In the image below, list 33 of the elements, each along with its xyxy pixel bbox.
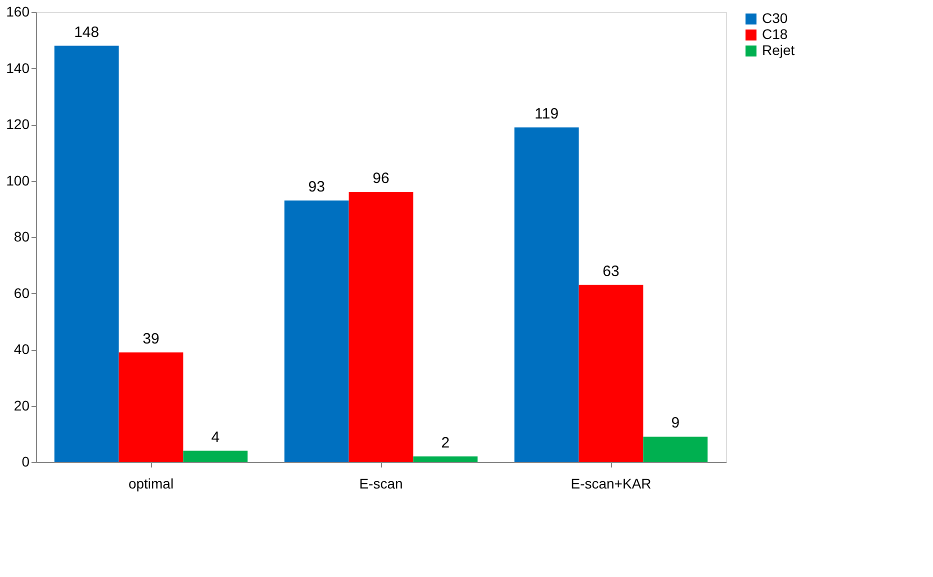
data-label: 63 <box>602 262 620 280</box>
data-label: 9 <box>671 414 680 432</box>
bar <box>118 352 184 462</box>
data-label: 39 <box>142 330 160 348</box>
data-label: 2 <box>441 434 450 452</box>
bar <box>54 46 119 462</box>
y-tick-label: 160 <box>6 4 30 20</box>
y-tick-label: 60 <box>14 284 30 301</box>
bar <box>284 200 349 462</box>
legend-label: C18 <box>762 26 788 42</box>
bar <box>348 192 414 462</box>
data-label: 4 <box>211 428 220 446</box>
data-label: 93 <box>308 178 325 196</box>
y-tick-label: 20 <box>14 397 30 414</box>
bar <box>643 436 708 462</box>
y-tick-label: 40 <box>14 341 30 357</box>
y-tick-label: 120 <box>6 116 30 132</box>
x-tick-label: E-scan+KAR <box>570 476 652 492</box>
x-tick-label: optimal <box>128 476 174 492</box>
x-tick-label: E-scan <box>359 476 403 492</box>
y-tick-label: 140 <box>6 60 30 76</box>
bar <box>514 127 579 462</box>
bar <box>183 450 248 462</box>
data-label: 148 <box>74 24 100 41</box>
bar <box>578 284 644 462</box>
data-label: 96 <box>372 170 390 187</box>
bar <box>413 456 478 462</box>
y-tick-label: 0 <box>22 454 30 470</box>
y-tick-label: 80 <box>14 228 30 244</box>
legend-label: C30 <box>762 10 788 26</box>
data-label: 119 <box>534 105 559 122</box>
y-tick-label: 100 <box>6 172 30 188</box>
legend-label: Rejet <box>762 42 795 58</box>
